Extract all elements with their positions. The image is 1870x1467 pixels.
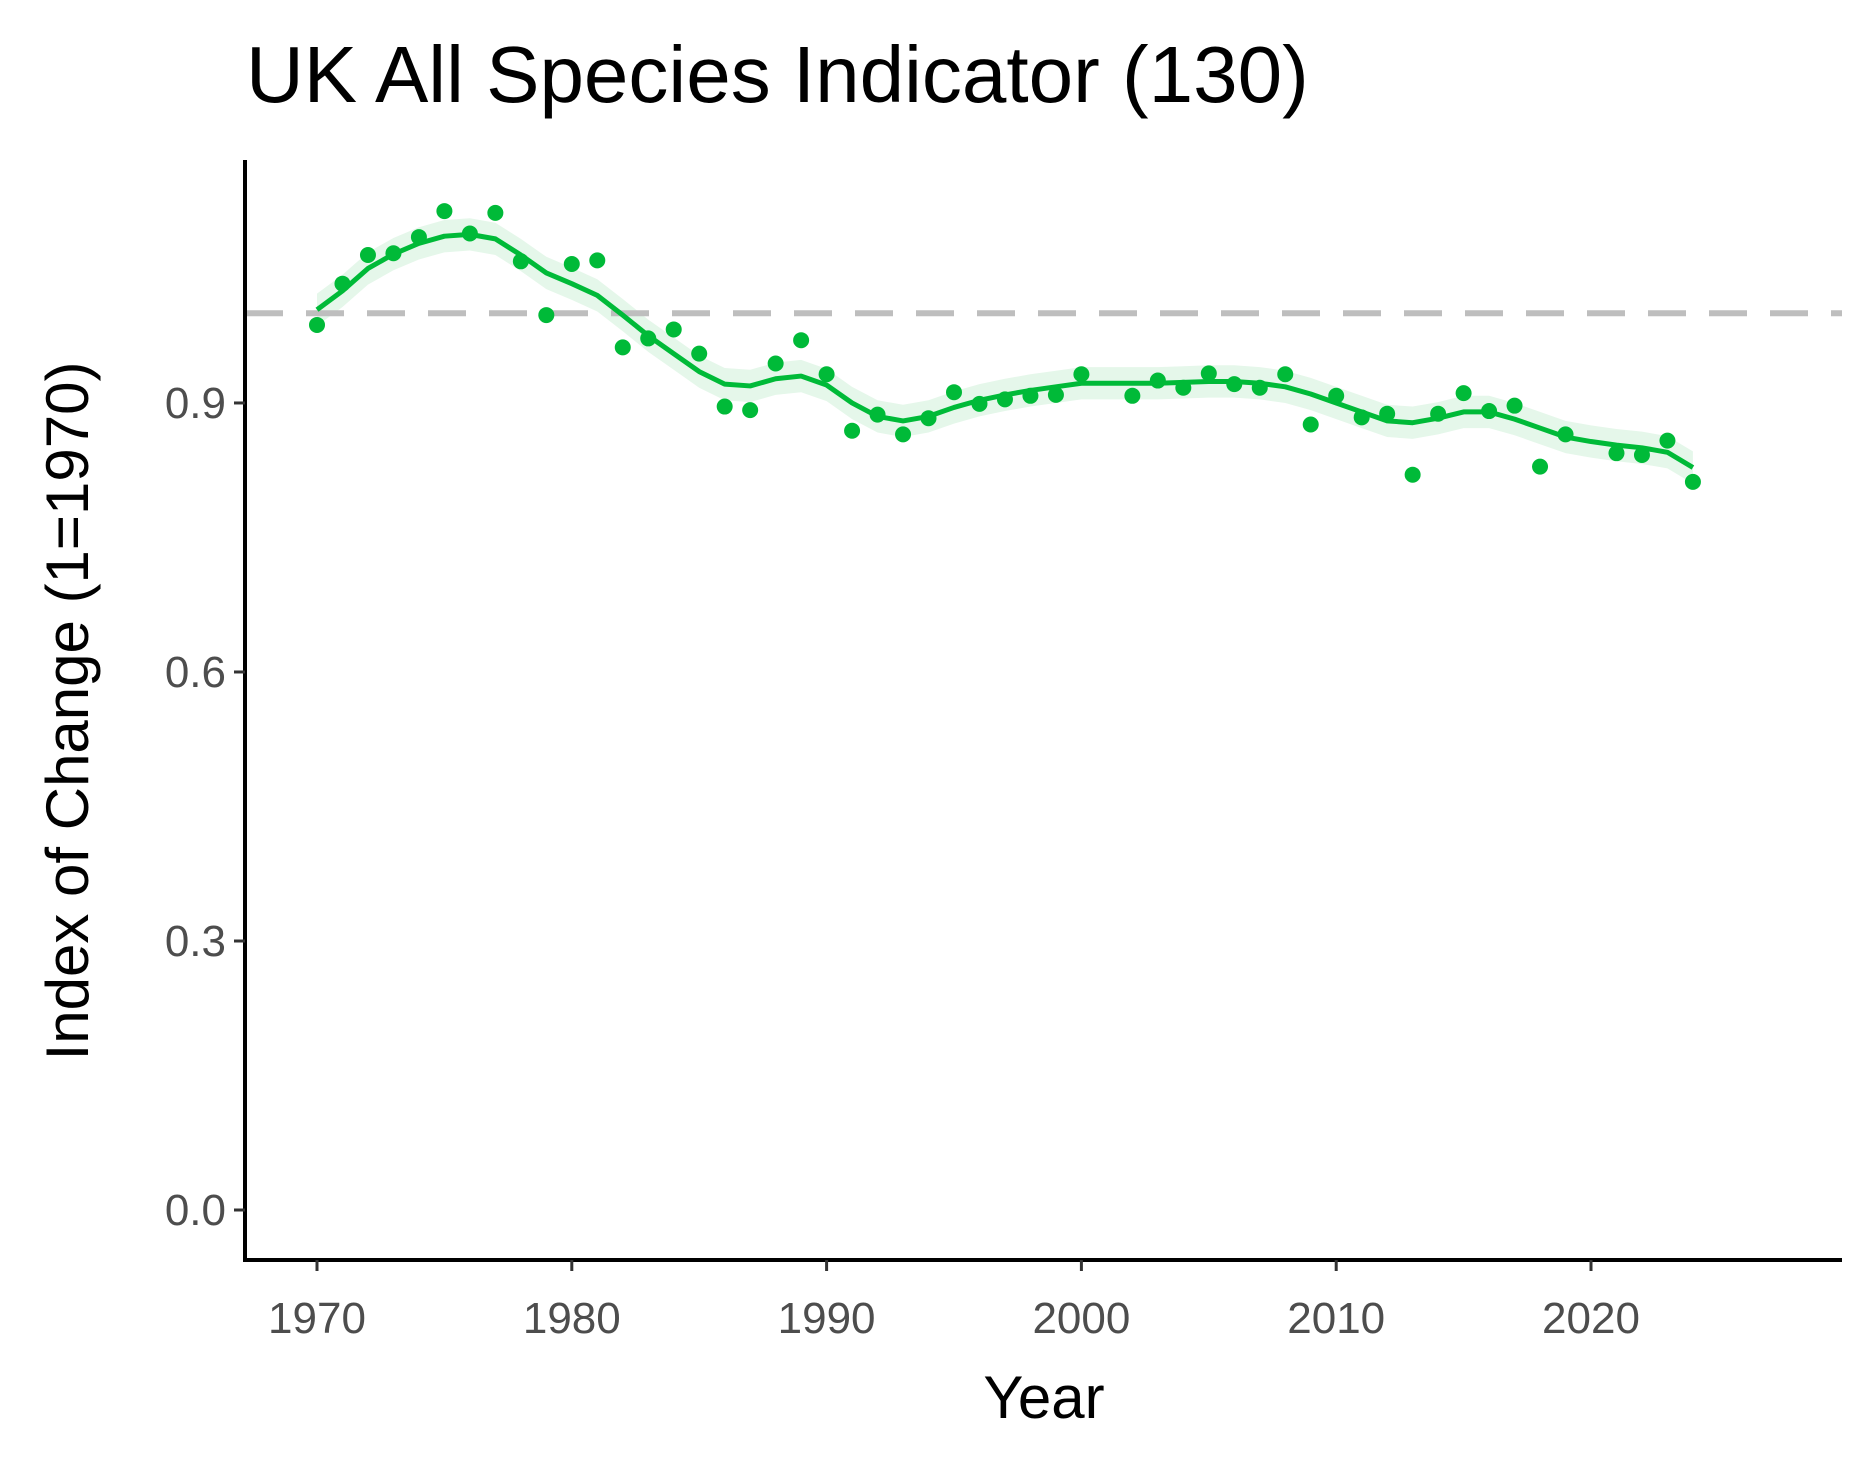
data-point — [410, 229, 427, 246]
x-ticks: 1970 1980 1990 2000 2010 2020 — [268, 1260, 1640, 1343]
data-point — [1200, 365, 1217, 382]
data-point — [436, 203, 453, 220]
data-point — [385, 245, 402, 262]
data-point — [1251, 379, 1268, 396]
y-tick-label: 0.0 — [165, 1186, 226, 1235]
data-point — [461, 225, 478, 242]
y-tick-label: 0.6 — [165, 648, 226, 697]
x-tick-label: 2000 — [1032, 1294, 1130, 1343]
confidence-band — [317, 218, 1693, 484]
data-point — [1175, 379, 1192, 396]
data-point — [996, 391, 1013, 408]
data-point — [563, 255, 580, 272]
data-point — [334, 275, 351, 292]
y-ticks: 0.0 0.3 0.6 0.9 — [165, 379, 245, 1235]
data-point — [1506, 397, 1523, 414]
data-point — [1455, 385, 1472, 402]
data-point — [895, 426, 912, 443]
data-point — [309, 316, 325, 333]
data-point — [1022, 387, 1039, 404]
data-point — [1226, 376, 1243, 393]
x-axis-label: Year — [983, 1364, 1104, 1431]
x-tick-label: 2020 — [1542, 1294, 1640, 1343]
points-group — [309, 203, 1701, 490]
data-point — [1328, 387, 1345, 404]
y-tick-label: 0.9 — [165, 379, 226, 428]
data-point — [1124, 387, 1141, 404]
y-tick-label: 0.3 — [165, 917, 226, 966]
x-tick-label: 1970 — [268, 1294, 366, 1343]
data-point — [359, 247, 376, 264]
data-point — [946, 384, 962, 401]
data-point — [512, 253, 529, 270]
data-point — [818, 366, 835, 383]
data-point — [767, 355, 784, 372]
x-tick-label: 1980 — [523, 1294, 621, 1343]
data-point — [1277, 366, 1294, 383]
data-point — [1149, 372, 1166, 389]
data-point — [1608, 445, 1625, 462]
data-point — [869, 406, 886, 423]
data-point — [920, 410, 937, 427]
data-point — [844, 422, 861, 439]
data-point — [691, 345, 708, 362]
data-point — [1073, 366, 1090, 383]
data-point — [487, 204, 504, 221]
data-point — [1404, 466, 1421, 483]
y-axis-label: Index of Change (1=1970) — [34, 362, 101, 1061]
data-point — [665, 321, 682, 338]
data-point — [1633, 446, 1650, 463]
data-point — [1430, 405, 1447, 422]
data-point — [1047, 386, 1064, 403]
data-point — [971, 395, 988, 412]
data-point — [793, 332, 810, 349]
chart-title: UK All Species Indicator (130) — [246, 30, 1309, 119]
data-point — [1353, 409, 1370, 426]
data-point — [640, 330, 657, 347]
data-point — [1302, 416, 1319, 433]
data-point — [1532, 458, 1549, 475]
data-point — [716, 398, 733, 415]
data-point — [1684, 473, 1701, 490]
data-point — [1557, 426, 1574, 443]
data-point — [1379, 405, 1396, 422]
data-point — [614, 339, 631, 356]
x-tick-label: 1990 — [778, 1294, 876, 1343]
data-point — [589, 252, 606, 269]
data-point — [1481, 403, 1498, 420]
data-point — [742, 402, 759, 419]
confidence-band-group — [317, 218, 1693, 484]
data-point — [1659, 432, 1676, 449]
data-point — [538, 307, 555, 324]
x-tick-label: 2010 — [1287, 1294, 1385, 1343]
